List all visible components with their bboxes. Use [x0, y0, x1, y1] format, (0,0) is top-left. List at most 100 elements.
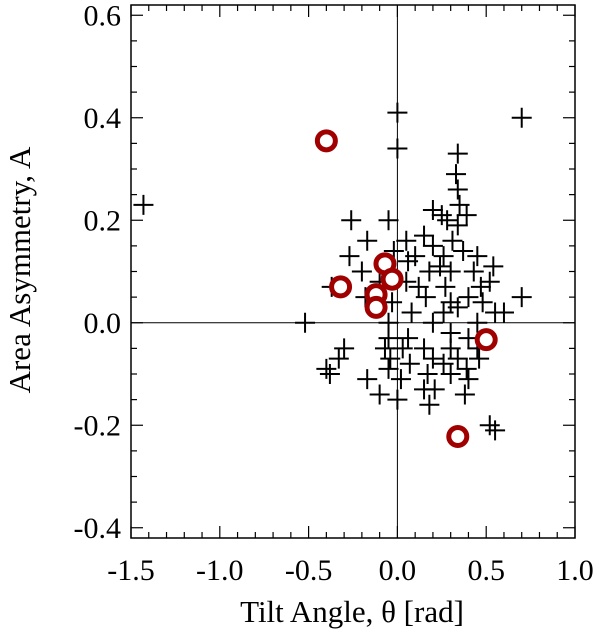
circle-marker	[329, 275, 353, 299]
plus-marker	[447, 143, 468, 164]
plus-marker	[408, 276, 429, 297]
plus-marker	[415, 287, 436, 308]
plus-marker	[440, 261, 461, 282]
plus-marker	[422, 348, 443, 369]
x-tick-label: -1.5	[107, 554, 155, 587]
plus-marker	[433, 302, 454, 323]
plus-marker	[469, 348, 490, 369]
plus-marker	[440, 338, 461, 359]
y-tick-label: 0.4	[84, 102, 122, 135]
plus-marker	[351, 261, 372, 282]
plus-marker	[319, 364, 340, 384]
plus-marker	[334, 338, 355, 359]
plus-marker	[419, 394, 440, 415]
plus-marker	[399, 353, 420, 374]
plus-marker	[387, 102, 408, 123]
plus-marker	[422, 312, 443, 333]
plus-marker	[458, 369, 479, 390]
plus-marker	[446, 164, 467, 185]
plus-marker	[437, 210, 458, 231]
plus-marker	[467, 246, 488, 267]
axis-ticks	[130, 5, 576, 538]
plus-marker	[430, 256, 451, 277]
plus-marker	[447, 348, 468, 369]
plus-marker	[453, 241, 474, 261]
x-tick-labels: -1.5 -1.0 -0.5 0.0 0.5 1.0	[107, 554, 594, 587]
plus-marker	[447, 215, 468, 236]
plus-marker	[414, 338, 435, 359]
plus-marker	[435, 276, 456, 297]
plus-marker	[440, 364, 461, 384]
plus-marker	[463, 261, 484, 282]
plus-marker	[378, 328, 399, 349]
circle-marker	[474, 328, 498, 352]
plus-marker	[433, 353, 454, 374]
y-tick-label: 0.2	[84, 204, 122, 237]
y-tick-label: -0.2	[74, 409, 122, 442]
y-tick-label: 0.6	[84, 0, 122, 32]
plus-marker	[390, 369, 411, 390]
plus-marker	[447, 179, 468, 200]
circle-marker	[364, 295, 388, 319]
plus-marker	[369, 384, 390, 405]
plus-marker	[316, 358, 337, 379]
plus-marker	[387, 138, 408, 159]
plus-marker	[454, 384, 475, 405]
plus-marker	[483, 256, 504, 277]
plus-marker	[401, 302, 422, 323]
circle-series	[314, 129, 498, 449]
plus-marker	[511, 287, 532, 308]
circle-marker	[314, 129, 338, 153]
plus-marker	[374, 338, 395, 359]
plus-marker	[467, 312, 488, 333]
plus-marker	[479, 271, 500, 292]
plus-marker	[417, 364, 438, 384]
plus-marker	[398, 251, 419, 272]
plus-marker	[422, 200, 443, 220]
x-tick-label: 0.0	[379, 554, 417, 587]
circle-marker	[446, 425, 470, 449]
plus-marker	[380, 348, 401, 369]
plus-marker	[511, 107, 532, 128]
plus-marker	[414, 225, 435, 246]
plus-marker	[431, 205, 452, 226]
plus-marker	[398, 328, 419, 349]
plus-marker	[479, 415, 500, 436]
plus-marker	[422, 235, 443, 256]
plus-marker	[357, 369, 378, 390]
plus-marker	[456, 205, 477, 226]
x-tick-label: 1.0	[556, 554, 594, 587]
plus-marker	[341, 210, 362, 231]
circle-marker	[380, 267, 404, 291]
plus-marker	[447, 297, 468, 318]
plus-marker	[493, 302, 514, 323]
plus-marker	[419, 261, 440, 282]
plus-marker	[449, 194, 470, 215]
plus-marker	[472, 292, 493, 313]
plus-marker	[357, 230, 378, 251]
plus-marker	[387, 389, 408, 410]
x-tick-label: 0.5	[467, 554, 505, 587]
plus-marker	[378, 358, 399, 379]
plus-marker	[339, 246, 360, 267]
plus-marker	[378, 210, 399, 231]
plus-marker	[414, 379, 435, 400]
y-axis-title: Area Asymmetry, A	[2, 146, 37, 393]
x-tick-label: -0.5	[285, 554, 333, 587]
plus-marker	[295, 312, 316, 333]
y-tick-label: -0.4	[74, 512, 122, 545]
plus-marker	[442, 230, 463, 251]
plus-marker	[470, 276, 491, 297]
plus-marker	[133, 194, 154, 215]
x-tick-label: -1.0	[196, 554, 244, 587]
plus-marker	[485, 420, 506, 441]
plus-marker	[392, 338, 413, 359]
x-axis-title: Tilt Angle, θ [rad]	[240, 594, 464, 629]
plus-marker	[456, 358, 477, 379]
y-tick-label: 0.0	[84, 307, 122, 340]
plus-marker	[396, 230, 417, 251]
plus-marker	[433, 246, 454, 267]
plus-marker	[328, 348, 349, 369]
plus-marker	[458, 287, 479, 308]
